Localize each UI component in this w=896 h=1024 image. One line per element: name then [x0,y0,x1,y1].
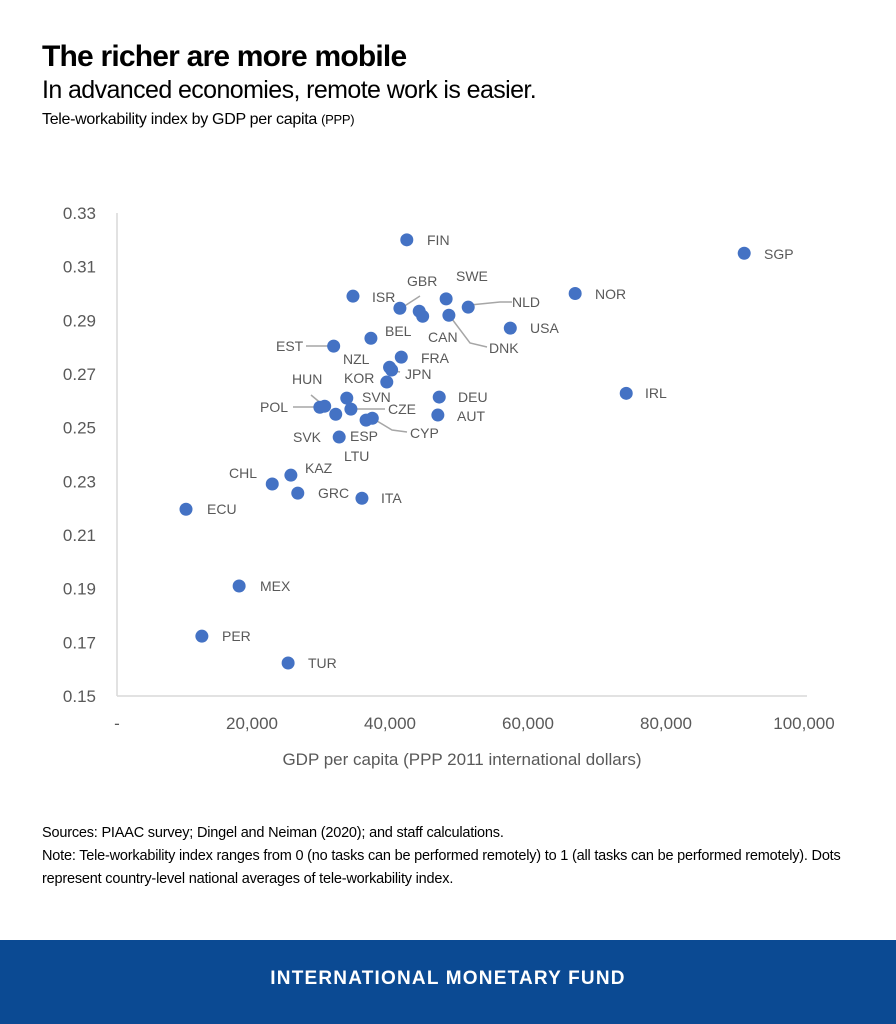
data-label: CZE [388,401,416,417]
data-point [439,292,453,306]
data-point [329,407,343,421]
chart-notes: Sources: PIAAC survey; Dingel and Neiman… [42,822,862,891]
data-label: DNK [489,340,519,356]
data-label: IRL [645,385,667,401]
data-point [355,491,369,505]
data-label: HUN [292,371,322,387]
data-label: MEX [260,578,291,594]
data-point [416,309,430,323]
data-point [265,477,279,491]
data-point [344,402,358,416]
data-point [461,300,475,314]
x-tick-label: - [114,714,120,733]
data-label: AUT [457,408,485,424]
data-label: FRA [421,350,450,366]
data-point [313,400,327,414]
data-point [291,486,305,500]
note-text: Note: Tele-workability index ranges from… [42,848,841,887]
data-label: SGP [764,246,794,262]
data-point [568,287,582,300]
data-label: PER [222,628,251,644]
data-point [619,386,633,400]
x-tick-label: 20,000 [226,714,278,733]
y-tick-label: 0.19 [63,580,96,599]
data-label: EST [276,338,304,354]
data-point [179,502,193,516]
data-label: SVN [362,389,391,405]
y-tick-label: 0.21 [63,526,96,545]
data-label: KAZ [305,460,333,476]
data-point [394,350,408,364]
data-label: CAN [428,329,458,345]
data-point [442,308,456,322]
y-tick-label: 0.15 [63,687,96,706]
y-tick-label: 0.27 [63,365,96,384]
data-label: BEL [385,323,412,339]
data-label: JPN [405,366,431,382]
data-label: GBR [407,273,437,289]
caption-text: Tele-workability index by GDP per capita [42,111,317,128]
data-label: NLD [512,294,540,310]
y-tick-label: 0.31 [63,258,96,277]
y-tick-label: 0.23 [63,472,96,491]
footer-org-name: INTERNATIONAL MONETARY FUND [270,968,626,989]
leader-line [469,301,512,306]
data-label: CHL [229,465,257,481]
data-point [232,579,246,593]
x-tick-label: 40,000 [364,714,416,733]
data-label: CYP [410,425,439,441]
chart-subtitle: In advanced economies, remote work is ea… [42,76,537,104]
data-point [340,391,354,405]
data-point [431,408,445,422]
leader-line [371,417,408,433]
chart-title: The richer are more mobile [42,40,407,73]
data-label: TUR [308,655,337,671]
y-tick-label: 0.25 [63,419,96,438]
leader-line [448,314,488,348]
data-label: GRC [318,485,349,501]
data-point [365,411,379,425]
data-label: ESP [350,428,378,444]
x-axis-label: GDP per capita (PPP 2011 international d… [282,750,641,769]
data-label: SVK [293,429,322,445]
data-point [737,246,751,260]
data-label: FIN [427,232,450,248]
data-point [503,321,517,335]
x-tick-label: 100,000 [773,714,834,733]
data-label: NZL [343,351,370,367]
data-point [281,656,295,670]
caption-unit: (PPP) [321,112,355,127]
y-tick-label: 0.33 [63,204,96,223]
data-point [346,289,360,303]
data-label: ECU [207,501,237,517]
data-point [432,390,446,404]
data-point [380,375,394,389]
data-point [400,233,414,247]
data-point [332,430,346,444]
data-label: USA [530,320,559,336]
leader-line [402,295,421,308]
data-label: NOR [595,286,626,302]
data-label: LTU [344,448,369,464]
sources-text: Sources: PIAAC survey; Dingel and Neiman… [42,825,504,841]
data-label: KOR [344,370,374,386]
data-label: ISR [372,289,395,305]
data-point [385,363,399,377]
data-label: ITA [381,490,402,506]
data-label: POL [260,399,288,415]
data-point [393,301,407,315]
chart-caption: Tele-workability index by GDP per capita… [42,111,355,129]
data-point [327,339,341,353]
y-tick-label: 0.29 [63,311,96,330]
footer-bar: INTERNATIONAL MONETARY FUND [0,940,896,1024]
data-point [195,629,209,643]
data-point [364,331,378,345]
data-label: DEU [458,389,488,405]
data-label: SWE [456,268,488,284]
y-tick-label: 0.17 [63,633,96,652]
scatter-chart: 0.15 0.17 0.19 0.21 0.23 0.25 0.27 0.29 0.31 0.33… [63,204,835,769]
data-point [284,468,298,482]
x-tick-label: 80,000 [640,714,692,733]
x-tick-label: 60,000 [502,714,554,733]
